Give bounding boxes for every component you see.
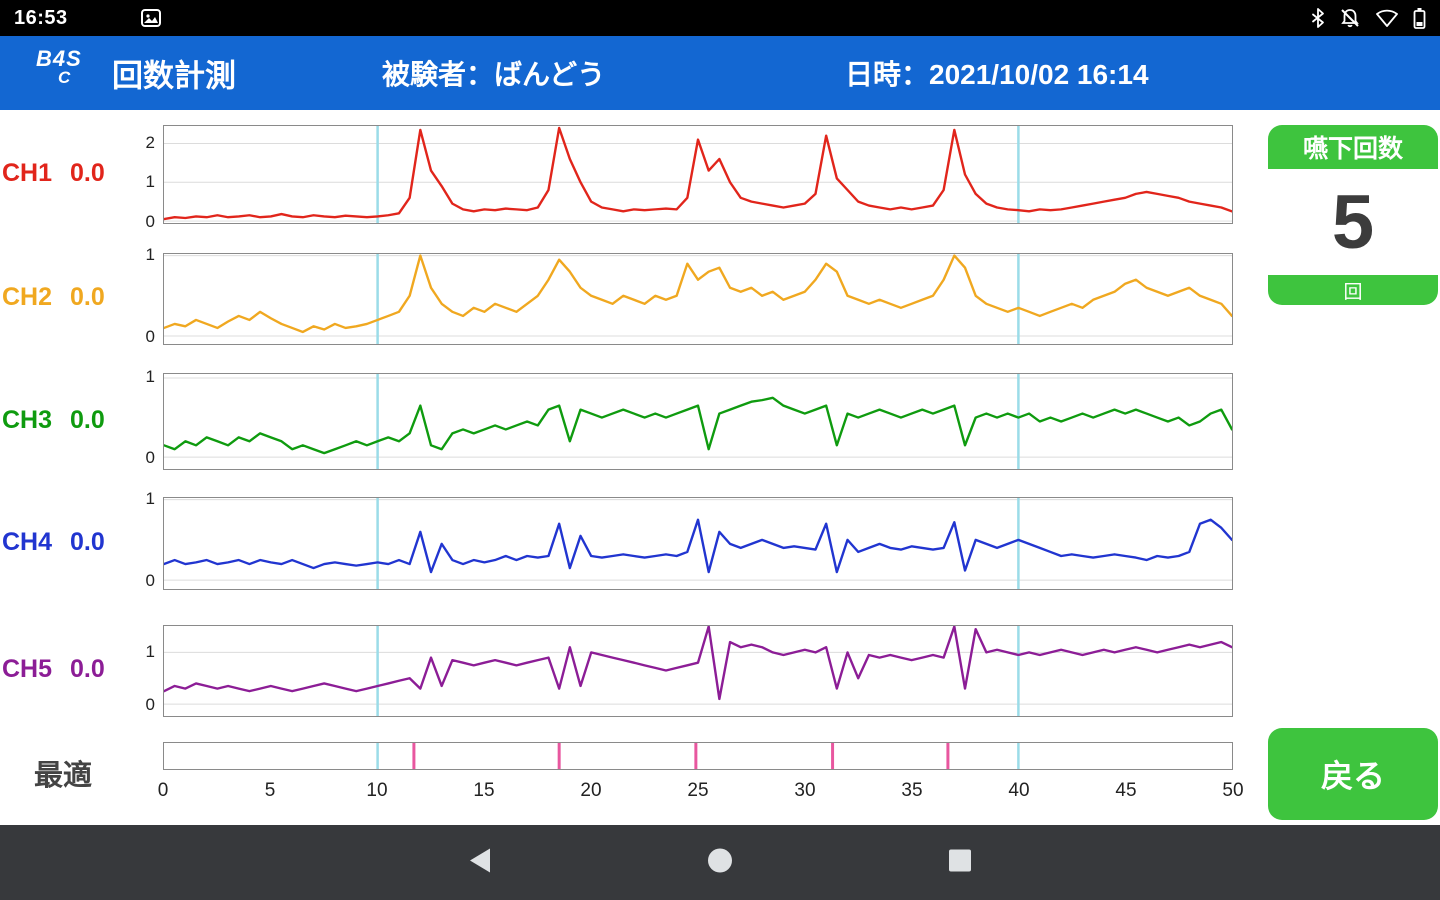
- swallow-count-card: 嚥下回数 5 回: [1268, 125, 1438, 305]
- bluetooth-icon: [1311, 7, 1325, 29]
- android-nav-bar: [0, 825, 1440, 900]
- x-tick-label: 45: [1115, 780, 1137, 801]
- chart-ch5: [163, 625, 1233, 717]
- channel-label-ch4: CH4 0.0: [2, 527, 105, 556]
- status-time: 16:53: [14, 6, 68, 29]
- y-tick-label: 1: [145, 367, 155, 387]
- x-tick-label: 35: [901, 780, 923, 801]
- y-tick-label: 0: [145, 447, 155, 467]
- swallow-count-unit: 回: [1343, 281, 1363, 303]
- y-tick-label: 1: [145, 641, 155, 661]
- status-bar: 16:53: [0, 0, 1440, 36]
- chart-ch1: [163, 125, 1233, 224]
- nav-recents-icon[interactable]: [947, 847, 973, 878]
- battery-icon: [1413, 7, 1426, 29]
- screenshot-icon: [140, 8, 162, 28]
- x-tick-label: 50: [1222, 780, 1244, 801]
- notifications-off-icon: [1339, 7, 1361, 29]
- channel-label-ch2: CH2 0.0: [2, 283, 105, 311]
- y-tick-label: 0: [145, 212, 155, 232]
- app-bar: B4S C 回数計測 被験者：ばんどう 日時：2021/10/02 16:14: [0, 36, 1440, 110]
- y-tick-label: 2: [145, 132, 155, 152]
- y-tick-label: 0: [145, 694, 155, 714]
- channel-label-ch1: CH1 0.0: [2, 158, 105, 187]
- x-tick-label: 25: [687, 780, 709, 801]
- swallow-count-value: 5: [1268, 169, 1438, 275]
- nav-home-icon[interactable]: [706, 846, 734, 879]
- app-logo: B4S C: [36, 46, 82, 87]
- y-tick-label: 1: [145, 244, 155, 264]
- swallow-count-title: 嚥下回数: [1302, 135, 1403, 163]
- x-tick-label: 5: [264, 780, 276, 801]
- app-logo-text: B4S: [36, 46, 82, 71]
- chart-ch3: [163, 373, 1233, 470]
- channel-label-ch5: CH5 0.0: [2, 655, 105, 683]
- x-tick-label: 20: [580, 780, 602, 801]
- y-tick-label: 0: [145, 570, 155, 590]
- channel-label-ch3: CH3 0.0: [2, 405, 105, 434]
- datetime-label: 日時：2021/10/02 16:14: [845, 59, 1149, 90]
- wifi-icon: [1375, 8, 1399, 28]
- chart-ch4: [163, 497, 1233, 590]
- optimal-label: 最適: [34, 760, 93, 792]
- event-strip: [163, 742, 1233, 770]
- charts-area: 0 1 2 CH1 0.0 0 1 CH2 0.0 0 1 CH3 0.0 0 1 CH4 0.0 0 1 CH5 0.…: [0, 110, 1440, 825]
- y-tick-label: 1: [145, 172, 155, 192]
- nav-back-icon[interactable]: [468, 846, 492, 879]
- back-button[interactable]: 戻る: [1268, 728, 1438, 820]
- y-tick-label: 1: [145, 488, 155, 508]
- y-tick-label: 0: [145, 326, 155, 346]
- subject-label: 被験者：ばんどう: [382, 59, 606, 90]
- x-tick-label: 30: [794, 780, 816, 801]
- x-tick-label: 15: [473, 780, 495, 801]
- x-tick-label: 40: [1008, 780, 1030, 801]
- page-title: 回数計測: [112, 58, 236, 94]
- x-tick-label: 0: [157, 780, 169, 801]
- x-tick-label: 10: [366, 780, 388, 801]
- chart-ch2: [163, 253, 1233, 345]
